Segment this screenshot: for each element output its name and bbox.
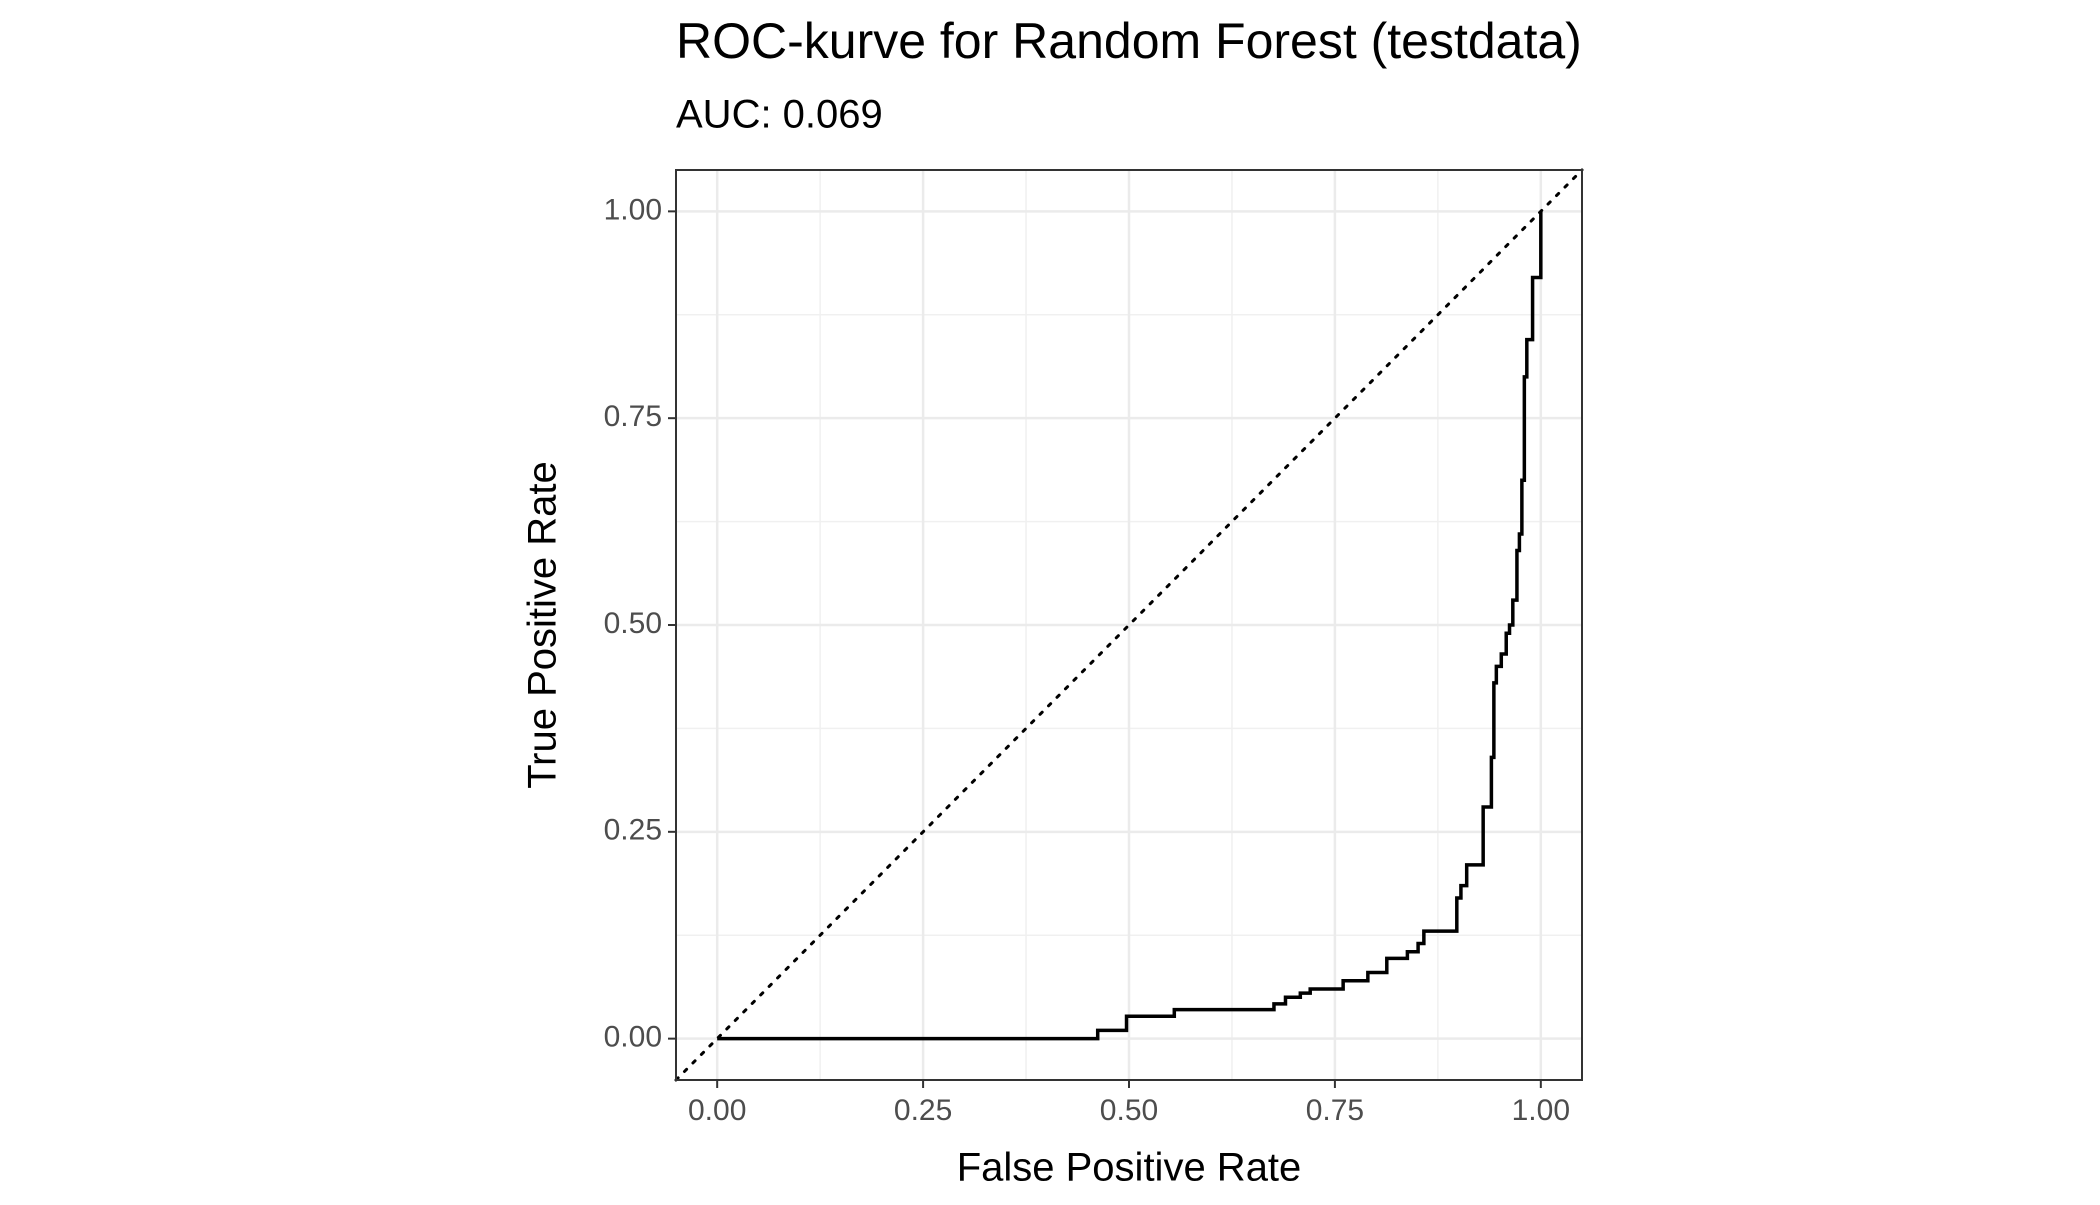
x-tick-label: 1.00 — [1512, 1094, 1570, 1127]
reference-diagonal — [674, 168, 1584, 1082]
roc-curve — [717, 211, 1543, 1041]
y-axis-title: True Positive Rate — [521, 461, 565, 789]
x-axis-title: False Positive Rate — [957, 1146, 1302, 1190]
y-tick-label: 0.25 — [604, 814, 662, 847]
chart-title: ROC-kurve for Random Forest (testdata) — [676, 13, 1582, 69]
y-tick-label: 0.75 — [604, 400, 662, 433]
x-tick-label: 0.75 — [1306, 1094, 1364, 1127]
chart-subtitle: AUC: 0.069 — [676, 93, 883, 137]
y-tick-label: 0.00 — [604, 1021, 662, 1054]
panel-border — [675, 169, 1583, 1081]
y-tick-label: 0.50 — [604, 607, 662, 640]
x-tick-label: 0.50 — [1100, 1094, 1158, 1127]
x-tick-label: 0.25 — [894, 1094, 952, 1127]
x-tick-label: 0.00 — [688, 1094, 746, 1127]
y-tick-label: 1.00 — [604, 193, 662, 226]
